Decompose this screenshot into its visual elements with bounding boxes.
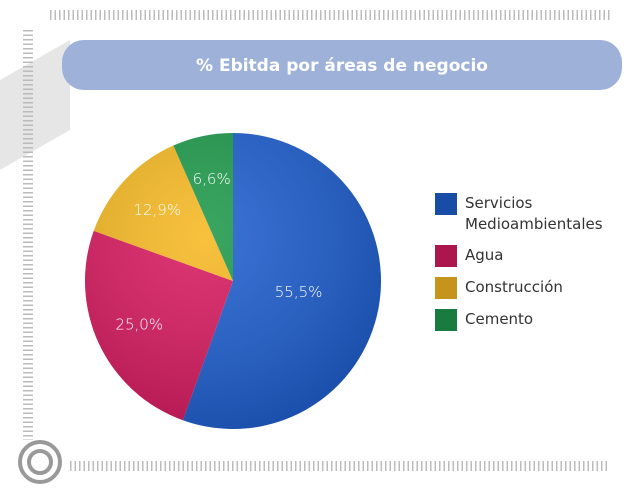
title-bar — [62, 40, 622, 90]
data-label: 55,5% — [275, 283, 323, 301]
legend-item: Construcción — [435, 277, 615, 299]
legend-label: Cemento — [465, 310, 534, 328]
data-label: 12,9% — [133, 201, 181, 219]
legend-swatch — [435, 245, 457, 267]
data-label: 6,6% — [193, 170, 231, 188]
legend-label: Agua — [465, 246, 504, 264]
ring — [18, 440, 62, 484]
legend-label: Construcción — [465, 278, 563, 296]
data-label: 25,0% — [115, 316, 163, 334]
legend-label: Servicios Medioambientales — [465, 194, 603, 233]
legend-swatch — [435, 309, 457, 331]
legend-swatch — [435, 193, 457, 215]
legend-item: Cemento — [435, 309, 615, 331]
chart-title: % Ebitda por áreas de negocio — [196, 56, 488, 76]
ring — [27, 449, 53, 475]
bg-stripe — [0, 40, 70, 170]
legend: Servicios Medioambientales Agua Construcci… — [435, 193, 615, 341]
legend-item: Agua — [435, 245, 615, 267]
legend-item: Servicios Medioambientales — [435, 193, 615, 235]
legend-swatch — [435, 277, 457, 299]
